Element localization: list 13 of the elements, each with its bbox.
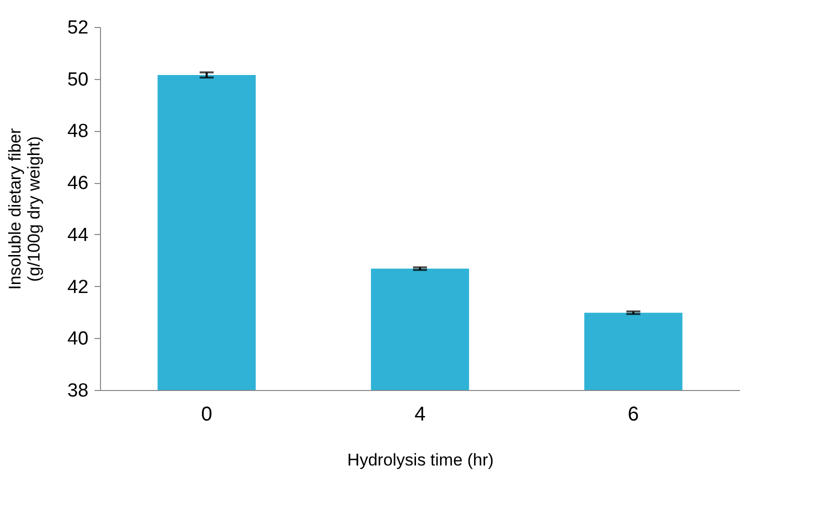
y-tick-label: 42 — [67, 276, 88, 298]
y-tick-label: 38 — [67, 380, 88, 402]
x-axis-title: Hydrolysis time (hr) — [347, 450, 494, 470]
y-tick-label: 46 — [67, 173, 88, 194]
x-tick-label: 0 — [201, 404, 212, 426]
x-tick-label: 6 — [628, 404, 639, 426]
y-tick-label: 48 — [67, 121, 88, 142]
x-tick-label: 4 — [414, 404, 426, 426]
y-tick-label: 40 — [67, 328, 88, 350]
y-tick-label: 44 — [67, 224, 89, 246]
y-tick-label: 52 — [67, 18, 88, 38]
y-axis-title: Insoluble dietary fiber (g/100g dry weight) — [5, 128, 44, 290]
y-tick-label: 50 — [67, 69, 88, 90]
